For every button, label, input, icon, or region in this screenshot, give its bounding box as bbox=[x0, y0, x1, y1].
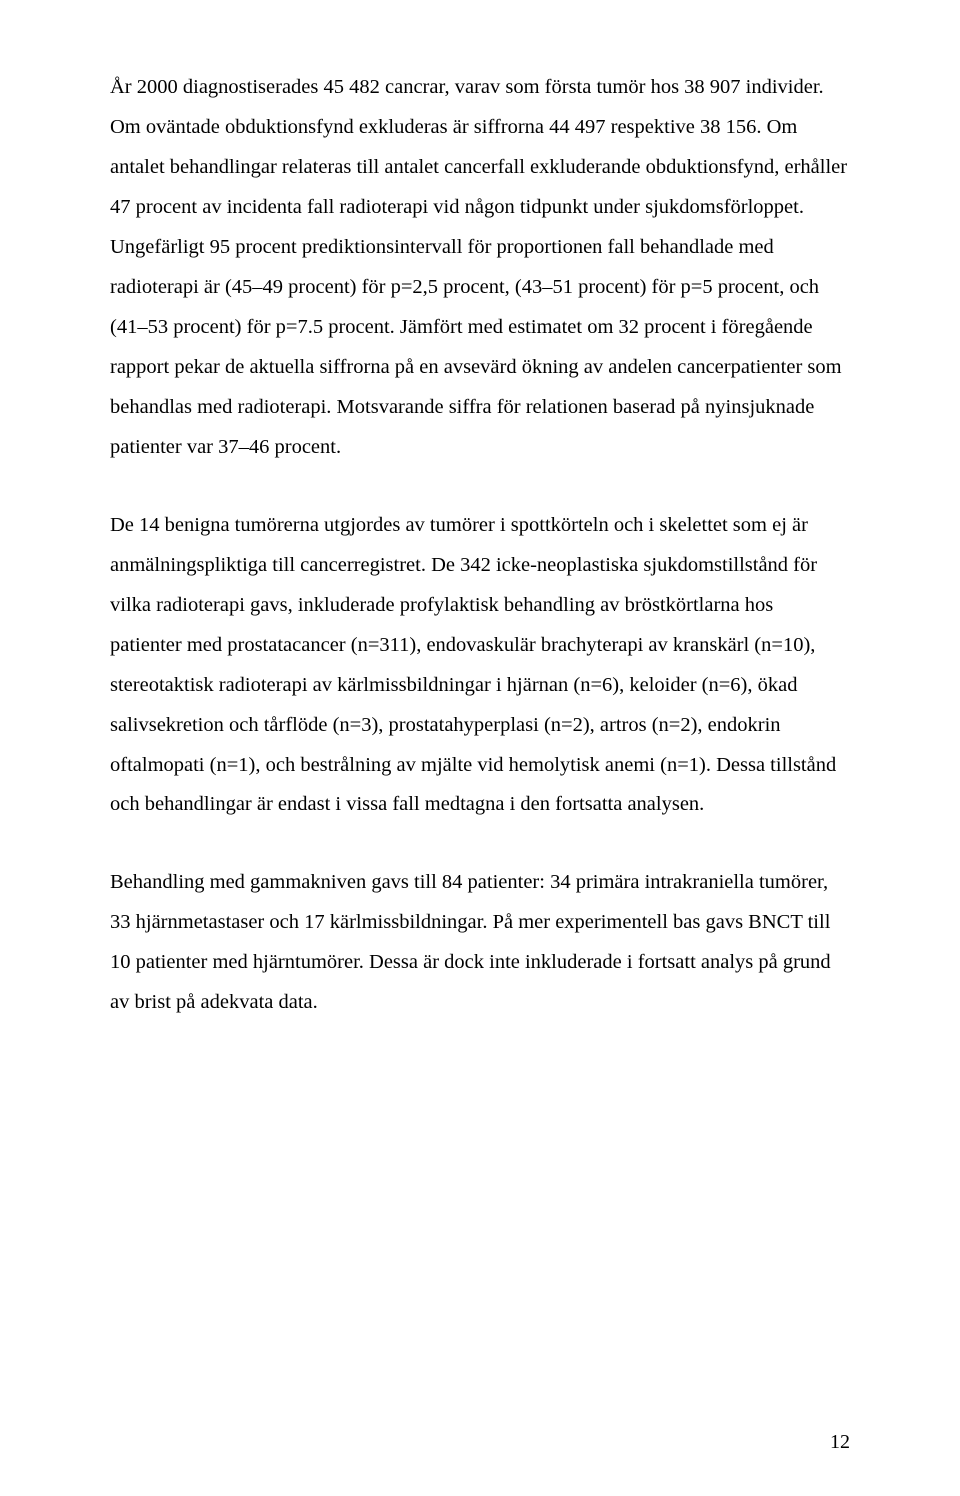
page-number: 12 bbox=[830, 1431, 850, 1454]
body-paragraph: År 2000 diagnostiserades 45 482 cancrar,… bbox=[110, 68, 850, 468]
body-paragraph: Behandling med gammakniven gavs till 84 … bbox=[110, 863, 850, 1023]
body-paragraph: De 14 benigna tumörerna utgjordes av tum… bbox=[110, 506, 850, 826]
document-page: År 2000 diagnostiserades 45 482 cancrar,… bbox=[0, 0, 960, 1496]
